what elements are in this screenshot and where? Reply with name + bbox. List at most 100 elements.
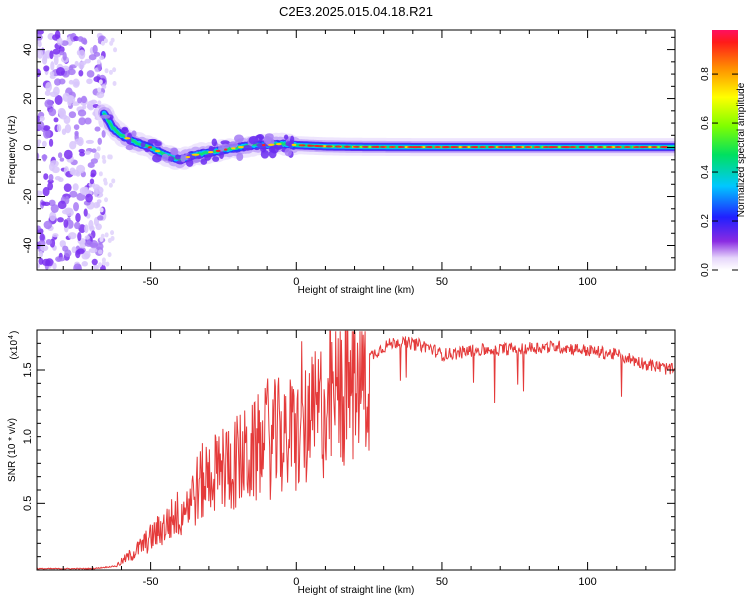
noise-speckle	[67, 97, 72, 107]
trace-blob	[283, 134, 289, 140]
noise-speckle	[84, 235, 90, 240]
noise-speckle	[48, 108, 57, 117]
noise-speckle	[96, 199, 102, 204]
noise-speckle	[86, 78, 93, 85]
noise-speckle	[79, 186, 88, 195]
spectrogram-y-tick-label: 20	[22, 92, 34, 104]
trace-peak	[479, 146, 487, 149]
noise-speckle	[43, 65, 50, 72]
spectrogram-trace	[95, 103, 675, 170]
trace-blob	[211, 138, 218, 147]
noise-speckle	[101, 129, 106, 138]
trace-highlight	[154, 149, 161, 153]
trace-peak	[524, 146, 532, 149]
noise-speckle	[108, 182, 113, 188]
noise-speckle	[37, 142, 41, 148]
trace-blob	[152, 154, 162, 163]
noise-speckle	[44, 99, 53, 108]
noise-speckle	[64, 249, 72, 257]
trace-blob	[274, 143, 283, 150]
trace-peak	[587, 146, 595, 149]
trace-peak	[307, 144, 315, 147]
snr-x-tick-label: -50	[143, 576, 159, 588]
trace-blob	[174, 154, 182, 160]
trace-blob	[284, 147, 292, 157]
noise-speckle	[84, 224, 89, 234]
trace-peak	[443, 146, 451, 149]
noise-speckle	[59, 157, 65, 162]
noise-speckle	[56, 257, 66, 262]
noise-speckle	[37, 152, 40, 160]
noise-speckle	[73, 35, 80, 42]
noise-speckle	[86, 103, 94, 110]
trace-blob	[218, 145, 225, 152]
trace-peak	[316, 145, 324, 148]
noise-speckle	[56, 37, 63, 46]
trace-peak	[560, 146, 568, 149]
noise-speckle	[48, 173, 54, 181]
noise-speckle	[47, 182, 54, 191]
noise-speckle	[85, 139, 94, 144]
noise-speckle	[37, 120, 45, 131]
trace-blob	[256, 142, 265, 148]
colorbar-label: Normalized spectral amplitude	[736, 82, 747, 217]
spectrogram-x-tick-label: -50	[143, 276, 159, 288]
noise-speckle	[56, 124, 62, 132]
noise-speckle	[57, 200, 67, 210]
noise-speckle	[91, 148, 97, 153]
noise-speckle	[52, 233, 59, 238]
noise-speckle	[109, 40, 114, 46]
noise-speckle	[37, 139, 42, 144]
noise-speckle	[56, 67, 65, 76]
noise-speckle	[58, 78, 66, 85]
noise-speckle	[57, 217, 64, 223]
snr-y-tick-label: 1.0	[22, 429, 34, 444]
trace-peak	[650, 146, 658, 149]
noise-speckle	[50, 204, 59, 213]
trace-peak	[388, 145, 396, 148]
noise-speckle	[96, 146, 101, 152]
noise-speckle	[44, 90, 51, 97]
noise-speckle	[49, 50, 54, 60]
noise-speckle	[72, 183, 79, 191]
trace-blob	[248, 135, 259, 145]
noise-speckle	[64, 207, 73, 214]
noise-speckle	[73, 124, 80, 130]
noise-speckle	[42, 201, 51, 207]
noise-speckle	[37, 30, 44, 35]
noise-speckle	[102, 158, 107, 164]
noise-speckle	[107, 252, 112, 258]
noise-speckle	[98, 262, 103, 268]
noise-speckle	[39, 233, 45, 242]
noise-speckle	[74, 138, 83, 145]
spectrogram-frame	[36, 29, 676, 271]
trace-peak	[614, 146, 622, 149]
spectrogram-x-axis-label: Height of straight line (km)	[298, 285, 415, 296]
noise-speckle	[89, 178, 95, 185]
noise-speckle	[98, 79, 103, 85]
trace-blob	[131, 130, 137, 138]
colorbar-gradient	[712, 30, 738, 270]
noise-speckle	[42, 125, 51, 131]
trace-blob	[161, 153, 169, 162]
noise-speckle	[80, 95, 87, 104]
trace-blob	[212, 156, 220, 162]
noise-speckle	[75, 249, 81, 259]
noise-speckle	[41, 258, 51, 267]
snr-y-tick-label: 1.5	[22, 362, 34, 377]
noise-speckle	[108, 69, 113, 75]
noise-speckle	[83, 250, 91, 259]
trace-highlight	[185, 155, 191, 159]
trace-highlight	[191, 153, 200, 156]
noise-speckle	[62, 51, 67, 61]
noise-speckle	[37, 225, 41, 231]
trace-peak	[641, 146, 649, 149]
trace-blob	[208, 145, 214, 153]
trace-highlight	[124, 137, 131, 140]
snr-panel: -50 0 50 100 0.5 1.0 1.5 Height of straight l…	[7, 329, 676, 596]
noise-speckle	[37, 190, 43, 196]
trace-highlight	[647, 145, 653, 149]
noise-speckle	[78, 69, 84, 77]
noise-speckle	[67, 68, 76, 76]
